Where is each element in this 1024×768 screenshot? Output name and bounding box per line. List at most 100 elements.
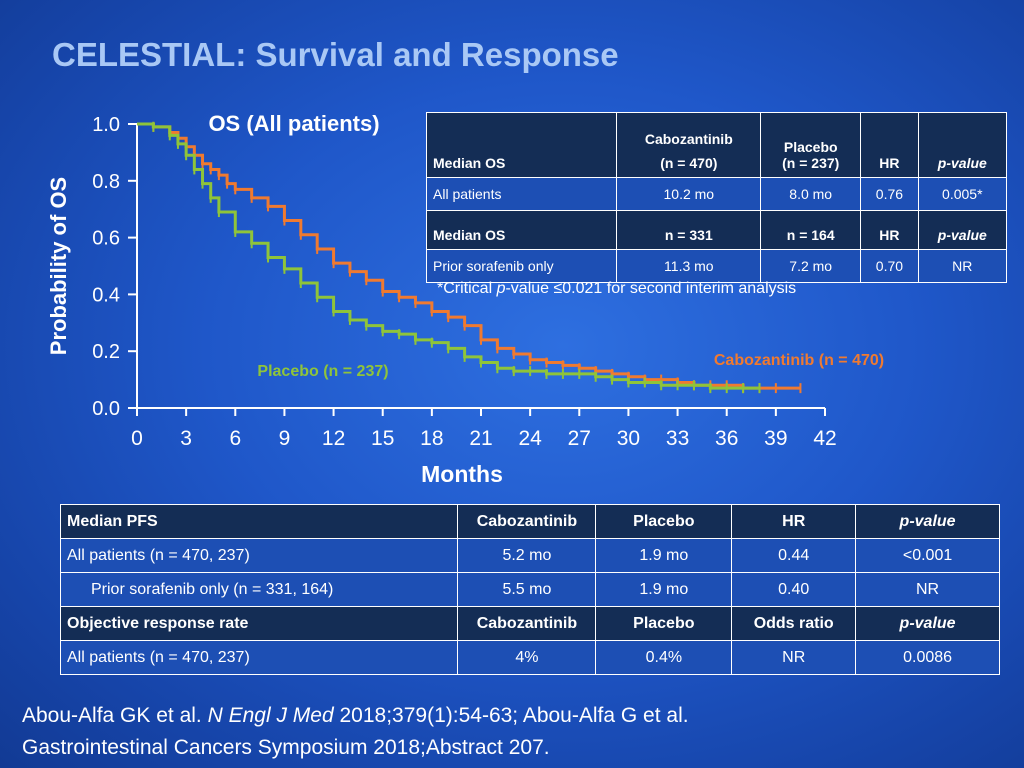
y-tick-label: 0.6 [92,228,120,250]
orr-row1-label: All patients (n = 470, 237) [59,640,459,675]
os-footnote-p: p [496,280,506,297]
y-tick-label: 0.0 [92,398,120,420]
os-subheader-cabozantinib: n = 331 [616,210,762,250]
os-row1-cabozantinib: 10.2 mo [616,177,762,211]
x-tick-label: 15 [371,427,394,450]
os-header-placebo-name: Placebo [783,139,838,155]
x-tick-label: 30 [617,427,640,450]
table-row: All patients (n = 470, 237) 5.2 mo 1.9 m… [59,538,1000,573]
os-header-placebo-n: (n = 237) [782,155,840,171]
y-axis-label: Probability of OS [46,177,71,355]
orr-table-header: Objective response rate Cabozantinib Pla… [59,606,1000,641]
orr-header-label: Objective response rate [59,606,459,641]
pfs-row2-label: Prior sorafenib only (n = 331, 164) [59,572,459,607]
os-header-placebo: Placebo (n = 237) [760,112,862,178]
x-tick-label: 42 [813,427,836,450]
os-footnote-post: -value ≤0.021 for second interim analysi… [505,280,797,297]
x-tick-label: 33 [666,427,689,450]
pfs-header-label: Median PFS [59,504,459,539]
citation-part1: Abou-Alfa GK et al. [22,704,208,727]
citation-journal: N Engl J Med [207,704,334,727]
os-row1-label: All patients [425,177,618,211]
citation-line-2: Gastrointestinal Cancers Symposium 2018;… [22,736,550,759]
x-axis-label: Months [421,461,503,487]
pfs-row1-label: All patients (n = 470, 237) [59,538,459,573]
y-tick-label: 0.4 [92,284,120,306]
pfs-row2-placebo: 1.9 mo [595,572,733,607]
x-tick-label: 27 [568,427,591,450]
os-footnote: *Critical p-value ≤0.021 for second inte… [437,280,796,298]
os-header-cabozantinib: Cabozantinib (n = 470) [616,112,762,178]
x-tick-label: 21 [469,427,492,450]
pfs-response-table: Median PFS Cabozantinib Placebo HR p-val… [59,504,1000,675]
x-tick-label: 3 [180,427,192,450]
os-footnote-pre: *Critical [437,280,497,297]
pfs-row2-hr: 0.40 [731,572,857,607]
pfs-table-header: Median PFS Cabozantinib Placebo HR p-val… [59,504,1000,539]
y-tick-label: 1.0 [92,114,120,136]
legend-cabozantinib: Cabozantinib (n = 470) [714,352,884,369]
table-row: Prior sorafenib only (n = 331, 164) 5.5 … [59,572,1000,607]
os-row2-cabozantinib: 11.3 mo [616,249,762,283]
os-subheader-hr: HR [860,210,919,250]
pfs-header-cabozantinib: Cabozantinib [457,504,597,539]
table-row: All patients (n = 470, 237) 4% 0.4% NR 0… [59,640,1000,675]
os-subheader-pvalue: p-value [917,210,1008,250]
citation-part2: 2018;379(1):54-63; Abou-Alfa G et al. [333,704,689,727]
table-row: All patients 10.2 mo 8.0 mo 0.76 0.005* [425,177,1008,211]
pfs-row2-pvalue: NR [855,572,1000,607]
os-header-pvalue: p-value [917,112,1008,178]
chart-series [137,121,802,394]
os-header-label: Median OS [425,112,618,178]
x-tick-label: 9 [279,427,291,450]
os-subheader-label: Median OS [425,210,618,250]
os-subheader-placebo: n = 164 [760,210,862,250]
x-tick-label: 12 [322,427,345,450]
orr-header-cabozantinib: Cabozantinib [457,606,597,641]
os-row1-placebo: 8.0 mo [760,177,862,211]
os-table-subheader: Median OS n = 331 n = 164 HR p-value [425,210,1008,250]
os-header-hr: HR [860,112,919,178]
os-header-cabozantinib-name: Cabozantinib [644,131,733,147]
pfs-header-hr: HR [731,504,857,539]
y-tick-label: 0.8 [92,171,120,193]
orr-row1-pvalue: 0.0086 [855,640,1000,675]
table-row: Prior sorafenib only 11.3 mo 7.2 mo 0.70… [425,249,1008,283]
y-tick-label: 0.2 [92,341,120,363]
pfs-row2-cabozantinib: 5.5 mo [457,572,597,607]
os-header-cabozantinib-n: (n = 470) [660,155,718,171]
x-tick-label: 6 [229,427,241,450]
x-tick-label: 18 [420,427,443,450]
orr-row1-placebo: 0.4% [595,640,733,675]
pfs-row1-hr: 0.44 [731,538,857,573]
pfs-row1-placebo: 1.9 mo [595,538,733,573]
os-table-header: Median OS Cabozantinib (n = 470) Placebo… [425,112,1008,178]
pfs-row1-pvalue: <0.001 [855,538,1000,573]
legend-placebo: Placebo (n = 237) [257,363,388,380]
pfs-header-pvalue: p-value [855,504,1000,539]
os-row2-placebo: 7.2 mo [760,249,862,283]
citation-line-1: Abou-Alfa GK et al. N Engl J Med 2018;37… [22,700,689,732]
os-row2-hr: 0.70 [860,249,919,283]
citation: Abou-Alfa GK et al. N Engl J Med 2018;37… [22,700,689,764]
pfs-row1-cabozantinib: 5.2 mo [457,538,597,573]
orr-header-pvalue: p-value [855,606,1000,641]
x-tick-label: 39 [764,427,787,450]
os-row1-hr: 0.76 [860,177,919,211]
os-row2-pvalue: NR [917,249,1008,283]
pfs-header-placebo: Placebo [595,504,733,539]
orr-row1-cabozantinib: 4% [457,640,597,675]
chart-axes: 0 3 6 9 12 15 18 21 24 27 30 33 36 39 420.00.20.40.60.… [92,114,836,450]
x-tick-label: 0 [131,427,143,450]
os-row2-label: Prior sorafenib only [425,249,618,283]
orr-row1-odds-ratio: NR [731,640,857,675]
chart-title: OS (All patients) [208,111,379,136]
median-os-table: Median OS Cabozantinib (n = 470) Placebo… [425,112,1008,283]
orr-header-odds-ratio: Odds ratio [731,606,857,641]
os-row1-pvalue: 0.005* [917,177,1008,211]
x-tick-label: 24 [518,427,542,450]
slide-title: CELESTIAL: Survival and Response [52,36,619,73]
orr-header-placebo: Placebo [595,606,733,641]
x-tick-label: 36 [715,427,738,450]
os-chart: 0 3 6 9 12 15 18 21 24 27 30 33 36 39 420.00.20.40.60.… [46,111,885,487]
